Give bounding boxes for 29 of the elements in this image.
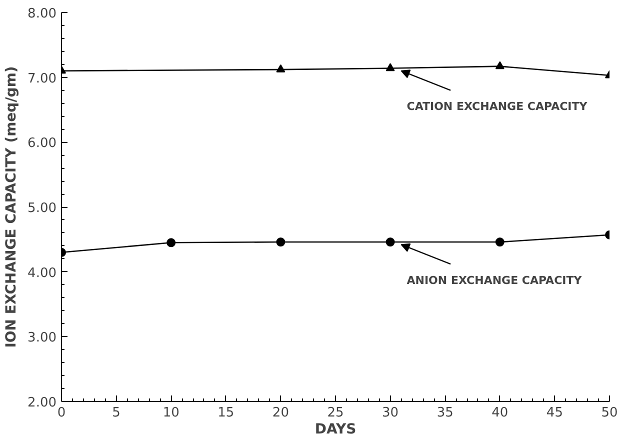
x-tick-label: 15 [218,406,234,420]
x-axis-title: DAYS [314,422,356,438]
y-tick-label: 7.00 [28,71,57,86]
x-tick-label: 20 [272,406,289,420]
point [276,238,286,246]
x-tick-label: 40 [492,406,508,420]
x-tick-label: 35 [436,406,454,420]
y-tick-label: 4.00 [28,266,57,281]
annotation: ANION EXCHANGE CAPACITY [406,274,583,287]
x-tick-label: 45 [546,406,563,420]
point [495,238,504,246]
y-axis-title: ION EXCHANGE CAPACITY (meq/gm) [4,66,20,348]
x-tick-label: 25 [327,406,344,420]
y-tick-label: 2.00 [28,396,57,410]
x-tick-label: 50 [601,406,618,420]
x-tick-label: 5 [112,406,120,420]
y-tick-label: 5.00 [28,201,57,216]
point [276,64,286,72]
y-tick-label: 8.00 [28,6,57,22]
y-tick-label: 6.00 [28,136,57,152]
y-tick-label: 3.00 [28,330,57,346]
point [166,238,176,248]
x-tick-label: 0 [57,406,66,420]
x-tick-label: 10 [162,406,180,420]
annotation: CATION EXCHANGE CAPACITY [406,100,588,114]
x-tick-label: 30 [382,406,399,420]
point [386,238,395,246]
point [495,61,504,70]
point [386,63,395,72]
